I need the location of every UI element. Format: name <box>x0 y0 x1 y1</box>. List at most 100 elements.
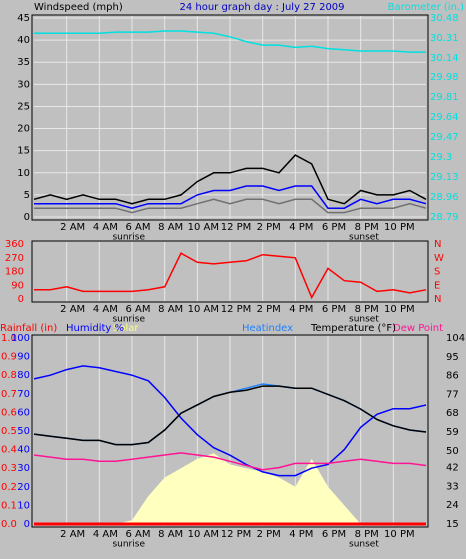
x-tick-label: 12 PM <box>221 304 252 315</box>
y-tick-label: 80 <box>17 370 30 381</box>
sun-annotation: sunrise <box>112 233 145 243</box>
series-line <box>34 185 427 209</box>
y-tick-label: W <box>434 253 444 264</box>
x-tick-label: 2 PM <box>257 222 281 233</box>
y-tick-label: 15 <box>17 146 30 157</box>
y-tick-label: 50 <box>17 426 30 437</box>
y-tick-label: 0 <box>24 519 30 530</box>
sun-annotation: sunset <box>349 233 379 243</box>
y-tick-label: 29.13 <box>430 172 459 183</box>
series-line <box>33 365 427 477</box>
y-tick-label: 59 <box>446 427 459 438</box>
x-tick-label: 10 PM <box>384 529 415 540</box>
x-tick-label: 2 PM <box>257 304 281 315</box>
y-tick-label: 86 <box>446 371 459 382</box>
sun-annotation: sunrise <box>112 540 145 550</box>
y-tick-label: 95 <box>446 352 459 363</box>
legend-entry: Solar <box>113 323 139 334</box>
y-tick-label: 270 <box>5 253 24 264</box>
legend-entry: Heatindex <box>242 323 293 334</box>
wind-axis-label: Windspeed (mph) <box>34 2 123 13</box>
x-tick-label: 12 PM <box>221 222 252 233</box>
sun-annotation: sunrise <box>112 315 145 325</box>
x-tick-label: 2 PM <box>257 529 281 540</box>
y-tick-label: N <box>434 239 441 250</box>
x-tick-label: 8 PM <box>355 304 379 315</box>
x-tick-label: 6 PM <box>322 304 346 315</box>
series-line <box>34 252 427 300</box>
x-tick-label: 12 PM <box>221 529 252 540</box>
y-tick-label: 30 <box>17 463 30 474</box>
x-tick-label: 10 AM <box>188 529 219 540</box>
y-tick-label: 0.8 <box>1 370 17 381</box>
y-tick-label: 5 <box>24 190 30 201</box>
y-tick-label: 10 <box>17 168 30 179</box>
y-tick-label: 30.14 <box>430 53 459 64</box>
y-tick-label: 15 <box>446 519 459 530</box>
y-tick-label: 60 <box>17 407 30 418</box>
y-tick-label: 0.6 <box>1 407 17 418</box>
y-tick-label: 104 <box>446 333 465 344</box>
y-tick-label: 0.7 <box>1 389 17 400</box>
series-line <box>33 385 427 446</box>
x-tick-label: 6 AM <box>125 529 150 540</box>
x-tick-label: 6 AM <box>125 222 150 233</box>
x-tick-label: 6 AM <box>125 304 150 315</box>
y-tick-label: 29.47 <box>430 132 459 143</box>
legend-entry: Rainfall (in) <box>0 323 57 334</box>
x-tick-label: 8 PM <box>355 222 379 233</box>
legend-entry: Temperature (°F) <box>310 323 396 334</box>
y-tick-label: E <box>434 280 440 291</box>
y-tick-label: 0.5 <box>1 426 17 437</box>
y-tick-label: 77 <box>446 389 459 400</box>
y-tick-label: 0.4 <box>1 445 17 456</box>
y-tick-label: 40 <box>17 35 30 46</box>
y-tick-label: 0 <box>24 212 30 223</box>
y-tick-label: 70 <box>17 389 30 400</box>
y-tick-label: 360 <box>5 239 24 250</box>
x-tick-label: 4 PM <box>289 222 313 233</box>
y-tick-label: 0.3 <box>1 463 17 474</box>
x-tick-label: 10 PM <box>384 304 415 315</box>
x-tick-label: 4 PM <box>289 529 313 540</box>
x-tick-label: 2 AM <box>60 304 85 315</box>
y-tick-label: S <box>434 267 440 278</box>
y-tick-label: 29.3 <box>430 152 452 163</box>
x-tick-label: 10 AM <box>188 304 219 315</box>
y-tick-label: 68 <box>446 408 459 419</box>
y-tick-label: 0.0 <box>1 519 17 530</box>
y-tick-label: 25 <box>17 101 30 112</box>
x-tick-label: 4 AM <box>93 304 118 315</box>
solar-area <box>34 453 426 524</box>
series-line <box>33 154 427 205</box>
series-line <box>34 30 426 53</box>
y-tick-label: 180 <box>5 267 24 278</box>
y-tick-label: 1.0 <box>1 333 17 344</box>
y-tick-label: 29.98 <box>430 72 459 83</box>
y-tick-label: 35 <box>17 57 30 68</box>
x-tick-label: 8 PM <box>355 529 379 540</box>
y-tick-label: 20 <box>17 482 30 493</box>
y-tick-label: 28.96 <box>430 192 459 203</box>
x-tick-label: 8 AM <box>158 222 183 233</box>
x-tick-label: 4 AM <box>93 222 118 233</box>
x-tick-label: 8 AM <box>158 304 183 315</box>
y-tick-label: 30.48 <box>430 13 459 24</box>
x-tick-label: 6 PM <box>322 222 346 233</box>
y-tick-label: 28.79 <box>430 212 459 223</box>
y-tick-label: 30 <box>17 79 30 90</box>
series-line <box>33 452 427 471</box>
y-tick-label: 45 <box>17 13 30 24</box>
y-tick-label: 42 <box>446 463 459 474</box>
y-tick-label: 90 <box>11 280 24 291</box>
y-tick-label: 33 <box>446 481 459 492</box>
sun-annotation: sunset <box>349 315 379 325</box>
y-tick-label: 20 <box>17 124 30 135</box>
x-tick-label: 10 PM <box>384 222 415 233</box>
series-line <box>34 198 427 214</box>
y-tick-label: 10 <box>17 500 30 511</box>
x-tick-label: 10 AM <box>188 222 219 233</box>
legend-entry: Humidity % <box>66 323 124 334</box>
y-tick-label: N <box>434 294 441 305</box>
y-tick-label: 29.64 <box>430 112 459 123</box>
